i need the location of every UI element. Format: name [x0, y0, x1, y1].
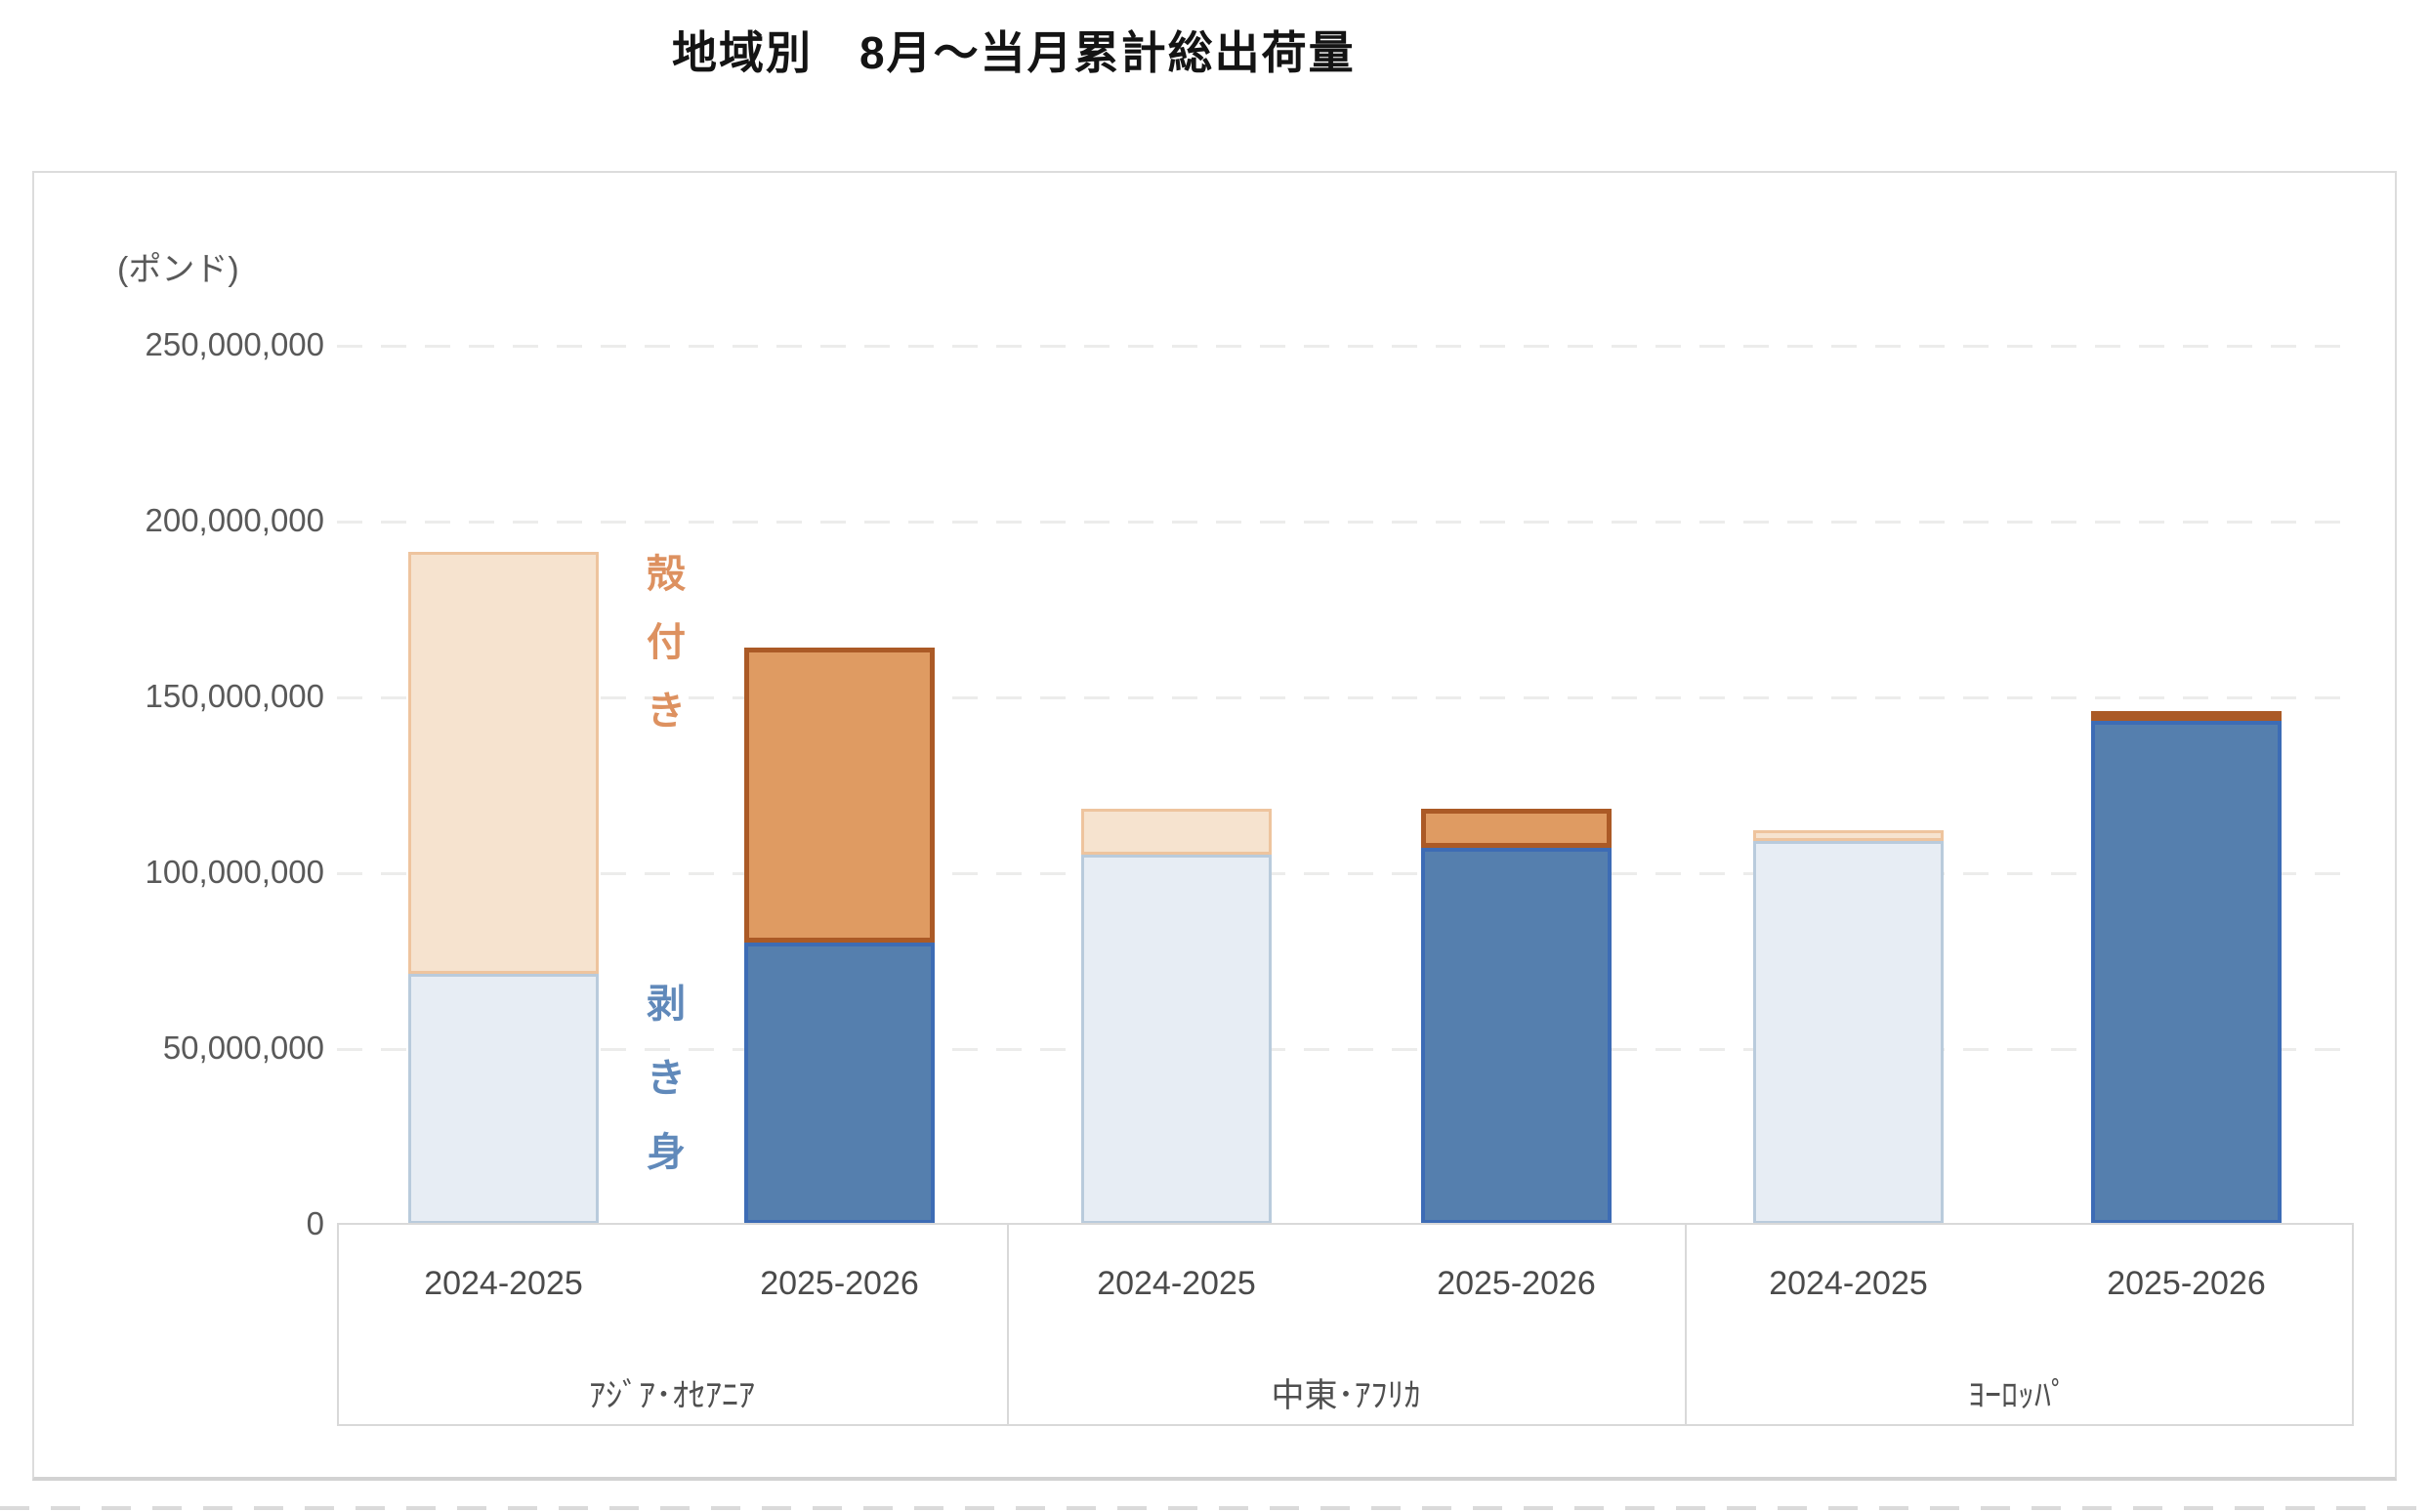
bar-segment-peeled — [408, 974, 599, 1224]
gridline — [337, 1048, 2352, 1051]
gridline — [337, 872, 2352, 875]
x-category-year-label: 2024-2025 — [1097, 1265, 1256, 1302]
gridline — [337, 345, 2352, 348]
y-tick-label: 200,000,000 — [145, 502, 324, 538]
y-tick-label: 250,000,000 — [145, 326, 324, 362]
bar-segment-shell-on — [2091, 711, 2282, 721]
stacked-bar-ｱｼﾞｱ･ｵｾｱﾆｱ-2024-2025 — [408, 552, 599, 1224]
category-divider — [1007, 1224, 1009, 1426]
category-divider — [337, 1224, 339, 1426]
gridline — [337, 521, 2352, 524]
y-tick-label: 100,000,000 — [145, 854, 324, 890]
y-tick-label: 50,000,000 — [162, 1029, 324, 1066]
bar-segment-peeled — [1753, 841, 1944, 1224]
y-axis-unit-label: (ポンド) — [117, 251, 239, 288]
bar-segment-peeled — [1421, 848, 1612, 1224]
x-category-year-label: 2025-2026 — [2107, 1265, 2266, 1302]
plot-area — [337, 345, 2352, 1224]
legend-shell-on-label: 殻 付 き — [647, 553, 686, 733]
x-category-group-label: 中東･ｱﾌﾘｶ — [1271, 1377, 1421, 1414]
page-title: 地域別 8月～当月累計総出荷量 — [672, 27, 1356, 78]
x-category-group-label: ﾖｰﾛｯﾊﾟ — [1968, 1377, 2068, 1414]
legend-peeled-label: 剥 き 身 — [647, 983, 686, 1174]
x-category-year-label: 2025-2026 — [1437, 1265, 1596, 1302]
y-tick-label: 150,000,000 — [145, 678, 324, 714]
bar-segment-shell-on — [408, 552, 599, 974]
x-category-group-label: ｱｼﾞｱ･ｵｾｱﾆｱ — [589, 1377, 755, 1414]
category-axis-area: 2024-2025 2025-2026 2024-2025 2025-2026 2024… — [337, 1224, 2354, 1426]
bar-segment-shell-on — [1081, 809, 1272, 855]
x-axis-line — [337, 1223, 2354, 1225]
stacked-bar-ﾖｰﾛｯﾊﾟ-2025-2026 — [2091, 711, 2282, 1224]
stacked-bar-ﾖｰﾛｯﾊﾟ-2024-2025 — [1753, 830, 1944, 1224]
x-category-year-label: 2024-2025 — [1769, 1265, 1928, 1302]
stacked-bar-中東･ｱﾌﾘｶ-2024-2025 — [1081, 809, 1272, 1224]
x-category-year-label: 2024-2025 — [424, 1265, 583, 1302]
bar-segment-shell-on — [744, 648, 935, 943]
bar-segment-peeled — [2091, 721, 2282, 1224]
y-tick-label: 0 — [306, 1205, 324, 1241]
page-bottom-dashed-edge — [0, 1506, 2430, 1510]
category-divider — [1685, 1224, 1687, 1426]
stacked-bar-ｱｼﾞｱ･ｵｾｱﾆｱ-2025-2026 — [744, 648, 935, 1224]
bar-segment-peeled — [1081, 855, 1272, 1224]
bar-segment-shell-on — [1421, 809, 1612, 848]
bar-segment-peeled — [744, 943, 935, 1224]
x-category-year-label: 2025-2026 — [760, 1265, 919, 1302]
stacked-bar-中東･ｱﾌﾘｶ-2025-2026 — [1421, 809, 1612, 1224]
category-divider — [2352, 1224, 2354, 1426]
gridline — [337, 696, 2352, 699]
bar-segment-shell-on — [1753, 830, 1944, 841]
